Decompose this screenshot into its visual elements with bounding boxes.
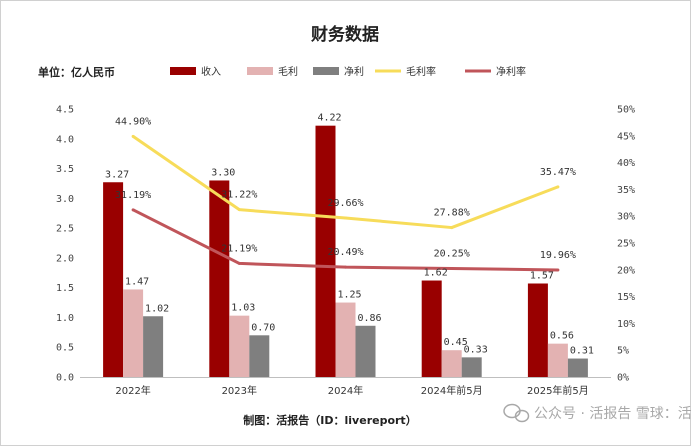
line-point-毛利率 [450,226,454,230]
line-data-label: 35.47% [540,167,576,178]
bar-data-label: 1.25 [337,290,361,301]
y-left-tick-label: 2.0 [56,253,74,264]
y-left-tick-label: 1.0 [56,313,74,324]
y-left-tick-label: 3.5 [56,164,74,175]
bar-data-label: 1.02 [145,303,169,314]
data-labels: 3.27 3.30 4.22 1.62 1.57 1.47 1.03 1.25 0.45 0.56… [105,113,594,357]
legend-label: 毛利率 [406,65,436,78]
line-data-label: 44.90% [115,116,151,127]
line-data-label: 31.22% [221,190,257,201]
bar-data-label: 1.62 [424,268,448,279]
bar-毛利 [547,343,568,377]
x-tick-label: 2022年 [115,384,150,397]
y-right-tick-label: 30% [617,212,635,223]
footer-credit: 制图：活报告（ID：livereport） [243,413,416,427]
bars [103,125,588,377]
bar-收入 [315,125,336,377]
bar-data-label: 3.27 [105,169,129,180]
bar-净利 [355,325,376,377]
y-right-tick-label: 40% [617,158,635,169]
legend-swatch [313,67,339,75]
y-left-tick-label: 3.0 [56,194,74,205]
bar-data-label: 4.22 [317,113,341,124]
y-right-tick-label: 35% [617,185,635,196]
lines [131,134,560,272]
line-毛利率 [132,135,559,230]
bar-收入 [421,280,442,377]
legend-label: 毛利 [278,66,298,78]
line-point-毛利率 [237,208,241,212]
legend-swatch [247,67,273,75]
y-right-tick-label: 5% [617,346,629,357]
bar-毛利 [123,289,144,377]
watermark: 公众号 · 活报告 雪球：活报告 [503,403,691,423]
bar-data-label: 0.33 [464,344,488,355]
bar-毛利 [441,350,462,377]
bar-data-label: 0.86 [357,313,381,324]
bar-净利 [567,358,588,377]
y-right-tick-label: 25% [617,239,635,250]
line-point-净利率 [237,261,241,265]
y-left-tick-label: 4.5 [56,105,74,116]
bar-收入 [103,182,124,377]
line-point-净利率 [344,265,347,269]
line-data-label: 29.66% [327,198,363,209]
bar-净利 [461,357,482,377]
bar-净利 [143,316,164,377]
line-point-毛利率 [556,185,560,189]
bar-data-label: 1.47 [125,276,149,287]
bar-data-label: 3.30 [211,167,235,178]
x-tick-label: 2025年前5月 [527,384,589,397]
y-left-tick-label: 0.5 [56,343,74,354]
legend-label: 净利率 [496,65,526,78]
legend-label: 收入 [201,65,221,78]
line-point-净利率 [131,208,135,212]
x-tick-label: 2024年 [328,384,363,397]
line-data-label: 27.88% [434,208,470,219]
line-data-label: 20.25% [434,248,470,259]
y-right-tick-label: 10% [617,319,635,330]
bar-data-label: 1.57 [530,270,554,281]
chart-title: 财务数据 [310,24,379,45]
legend: 收入 毛利 净利 毛利率 净利率 [170,65,526,78]
bar-净利 [249,335,270,377]
line-point-净利率 [556,268,560,272]
unit-label: 单位：亿人民币 [38,65,115,79]
y-right-tick-label: 0% [617,373,629,384]
bar-毛利 [335,302,356,377]
line-point-净利率 [450,266,454,270]
line-data-label: 31.19% [115,190,151,201]
bar-data-label: 0.45 [444,337,468,348]
y-right-tick-label: 45% [617,131,635,142]
bar-收入 [209,180,230,377]
bar-data-label: 0.70 [251,322,275,333]
line-point-毛利率 [131,134,135,138]
wechat-icon [503,403,530,423]
bar-毛利 [229,315,250,377]
y-right-tick-label: 15% [617,292,635,303]
x-tick-label: 2023年 [222,384,257,397]
x-tick-label: 2024年前5月 [421,384,483,397]
bar-data-label: 0.56 [550,331,574,342]
bar-收入 [527,283,548,377]
y-left-tick-label: 1.5 [56,283,74,294]
line-point-毛利率 [344,216,347,220]
y-left-tick-label: 0.0 [56,373,74,384]
legend-label: 净利 [344,65,364,78]
line-data-label: 20.49% [327,247,363,258]
bar-data-label: 0.31 [570,346,594,357]
legend-swatch [170,67,196,75]
line-data-label: 21.19% [221,243,257,254]
y-left-tick-label: 4.0 [56,134,74,145]
y-left-tick-label: 2.5 [56,224,74,235]
bar-data-label: 1.03 [231,303,255,314]
line-data-label: 19.96% [540,250,576,261]
watermark-text: 公众号 · 活报告 雪球：活报告 [534,406,691,422]
axes: 0.0 0.5 1.0 1.5 2.0 2.5 3.0 3.5 4.0 4.5 0% 5% 10% 15%… [56,105,635,398]
y-right-tick-label: 20% [617,265,635,276]
y-right-tick-label: 50% [617,105,635,116]
